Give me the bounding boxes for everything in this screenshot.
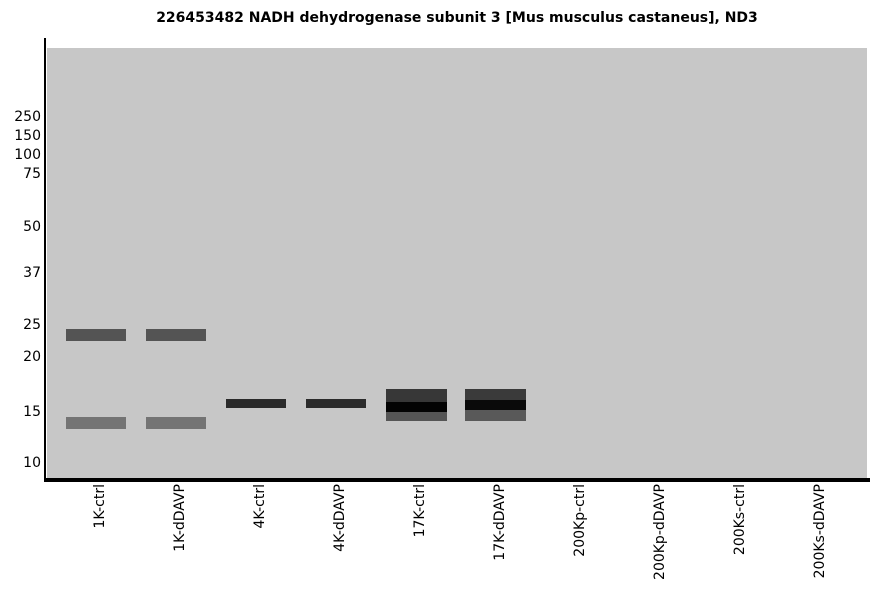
lane-label: 200Kp-dDAVP	[652, 484, 668, 580]
x-axis-line	[44, 478, 870, 482]
mw-marker-label: 50	[23, 219, 41, 235]
gel-band	[465, 400, 526, 410]
lane-label: 17K-dDAVP	[492, 484, 508, 561]
lane-label: 200Ks-ctrl	[732, 484, 748, 556]
mw-marker-label: 150	[14, 128, 41, 144]
mw-marker-label: 100	[14, 147, 41, 163]
lane-label: 1K-dDAVP	[172, 484, 188, 552]
gel-band	[386, 389, 447, 402]
figure-title: 226453482 NADH dehydrogenase subunit 3 […	[156, 10, 758, 26]
gel-band	[146, 417, 206, 429]
lane-label: 4K-dDAVP	[332, 484, 348, 552]
mw-marker-label: 37	[23, 265, 41, 281]
lane-label: 1K-ctrl	[92, 484, 108, 529]
mw-marker-label: 15	[23, 404, 41, 420]
gel-band	[465, 410, 526, 421]
gel-band	[66, 329, 126, 341]
gel-band	[146, 329, 206, 341]
lane-label: 200Ks-dDAVP	[812, 484, 828, 579]
mw-marker-label: 10	[23, 455, 41, 471]
gel-band	[386, 412, 447, 421]
lane-label: 4K-ctrl	[252, 484, 268, 529]
y-axis-line	[44, 38, 46, 482]
gel-band	[465, 389, 526, 400]
lane-label: 200Kp-ctrl	[572, 484, 588, 557]
lane-label: 17K-ctrl	[412, 484, 428, 538]
mw-marker-label: 75	[23, 166, 41, 182]
gel-band	[306, 399, 366, 408]
mw-marker-label: 25	[23, 317, 41, 333]
gel-background	[47, 48, 867, 478]
mw-marker-label: 250	[14, 109, 41, 125]
gel-band	[226, 399, 286, 408]
mw-marker-label: 20	[23, 349, 41, 365]
gel-band	[66, 417, 126, 429]
gel-band	[386, 402, 447, 412]
